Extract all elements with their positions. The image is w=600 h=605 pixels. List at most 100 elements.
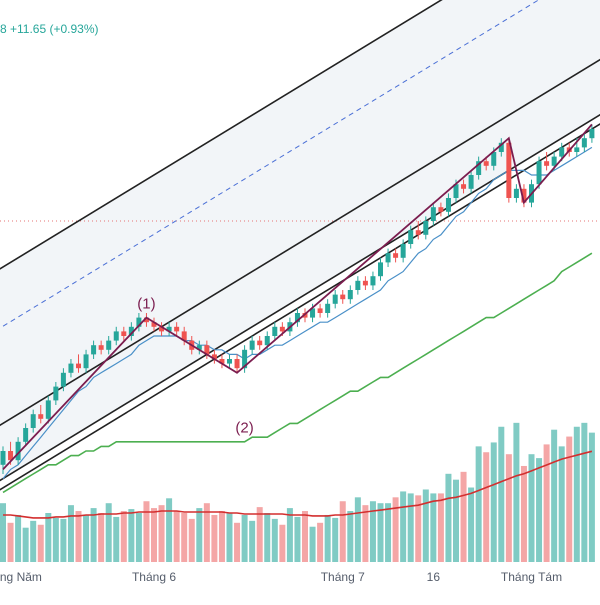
candle-body (476, 161, 482, 175)
candle-body (211, 354, 217, 359)
candle (60, 368, 66, 392)
channel-lower-outer (0, 113, 600, 482)
volume-bar (67, 505, 74, 562)
volume-bar (135, 513, 142, 562)
volume-bar (520, 465, 527, 562)
candle-body (219, 359, 225, 364)
candle-body (468, 175, 474, 189)
x-axis-tick-label: Tháng Tám (501, 570, 562, 584)
candle-body (362, 280, 368, 286)
volume-bar (513, 422, 520, 562)
candle (128, 322, 134, 341)
candle-body (30, 414, 36, 428)
candle (181, 326, 187, 346)
candle (143, 313, 149, 327)
candle-body (483, 161, 489, 166)
candle (506, 138, 512, 203)
volume-bar (498, 426, 505, 562)
volume-bar (30, 520, 37, 562)
candle-body (121, 331, 127, 336)
candle-body (521, 188, 527, 203)
volume-ma-layer (3, 450, 593, 519)
volume-bar (558, 446, 565, 562)
volume-bar (505, 454, 512, 562)
channel-upper-inner (0, 58, 600, 427)
candle (272, 322, 278, 341)
candle (68, 359, 74, 378)
candle (325, 299, 331, 318)
candle (355, 276, 361, 295)
x-axis-tick-label: 16 (427, 570, 441, 584)
volume-bar (158, 505, 165, 562)
candle (340, 290, 346, 304)
candle (174, 322, 180, 336)
candle-body (423, 221, 429, 235)
candle (30, 409, 36, 433)
candle-body (408, 230, 414, 244)
candle (332, 290, 338, 309)
candle (204, 340, 210, 359)
zigzag-layer (2, 123, 593, 471)
candle-body (453, 184, 459, 198)
volume-bar (385, 503, 392, 562)
volume-bar (468, 487, 475, 562)
candle-body (445, 198, 451, 212)
candle-body (310, 308, 316, 318)
candle-body (91, 345, 97, 355)
candle-body (355, 280, 361, 290)
volume-bar (181, 513, 188, 562)
volume-bar (211, 514, 218, 562)
volume-bar (98, 513, 105, 562)
candle-body (340, 294, 346, 300)
volume-bar (483, 452, 490, 562)
volume-bar (37, 524, 44, 562)
volume-bar (256, 507, 263, 562)
volume-bar (279, 524, 286, 562)
candle-body (294, 313, 300, 323)
volume-bar (203, 503, 210, 562)
candle-body (15, 441, 21, 461)
candle (362, 276, 368, 290)
candle-body (498, 142, 504, 152)
volume-bar (166, 498, 173, 562)
candle-body (438, 207, 444, 212)
candle (76, 354, 81, 373)
volume-bar (151, 508, 157, 562)
candle (106, 336, 112, 355)
candle-body (491, 152, 497, 166)
candle (23, 423, 29, 447)
volume-bar (475, 446, 482, 562)
volume-bar (241, 514, 248, 562)
candle (294, 308, 300, 327)
candle (98, 340, 104, 355)
candle (423, 216, 429, 240)
candle-body (196, 345, 202, 350)
candle-body (536, 161, 542, 185)
volume-bar (362, 505, 369, 562)
candle (249, 336, 255, 355)
volume-bar (188, 518, 195, 562)
volume-bar (392, 497, 399, 562)
volume-bar (460, 471, 467, 562)
candle (53, 382, 59, 405)
candle (347, 285, 353, 304)
volume-bar (90, 508, 97, 562)
candle (476, 156, 482, 180)
candle (589, 124, 595, 143)
candle (483, 156, 489, 171)
annotation-layer: (1) (2) (137, 295, 253, 436)
candle-body (430, 207, 436, 221)
volume-bar (332, 517, 339, 562)
volume-bar (15, 514, 22, 562)
volume-bar (536, 458, 543, 562)
candle-body (227, 359, 232, 364)
candle (219, 354, 225, 369)
candle (257, 336, 263, 350)
candle-body (249, 340, 255, 350)
volume-bar (234, 522, 241, 562)
volume-bar (120, 511, 127, 562)
wave-annotation-label: (2) (235, 420, 253, 437)
candle (498, 138, 504, 157)
